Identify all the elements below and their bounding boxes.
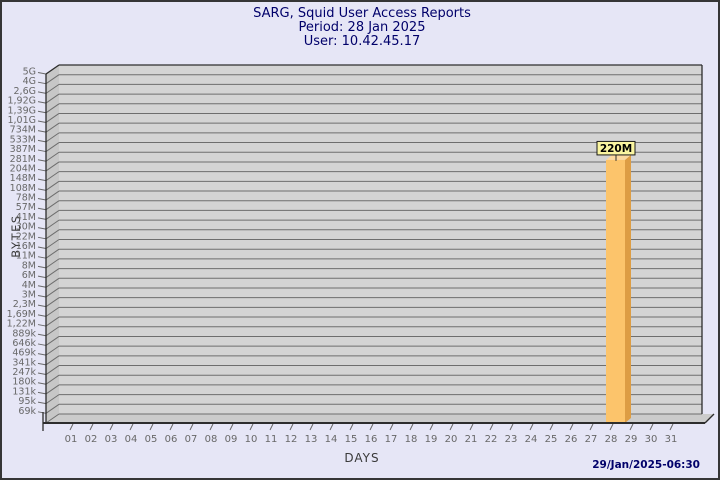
x-tick-label: 15 (345, 434, 358, 445)
y-tick-label: 2,6G (14, 86, 36, 97)
plot-frame-edges (42, 64, 715, 431)
y-tick-label: 3M (22, 289, 36, 300)
report-user: User: 10.42.45.17 (303, 34, 421, 49)
y-tick-label: 469k (12, 348, 36, 359)
y-tick-label: 8M (22, 260, 36, 271)
x-tick-label: 14 (325, 434, 338, 445)
y-tick-label: 646k (12, 338, 36, 349)
y-tick-label: 30M (16, 222, 36, 233)
y-tick-label: 41M (16, 212, 36, 223)
y-tick-label: 180k (12, 377, 36, 388)
y-tick-label: 78M (16, 193, 36, 204)
y-tick-label: 5G (23, 67, 36, 78)
y-tick-label: 1,69M (7, 309, 36, 320)
y-tick-label: 387M (10, 144, 36, 155)
x-tick-label: 05 (145, 434, 158, 445)
bar-value-label: 220M (600, 143, 632, 155)
y-tick-label: 16M (16, 241, 36, 252)
y-axis-ticks: 5G4G2,6G1,92G1,39G1,01G734M533M387M281M2… (7, 67, 47, 417)
x-axis-ticks: 01 02 03 04 05 06 07 08 09 10 11 12 13 14 15 16 17 18 19 20… (65, 423, 678, 445)
y-tick-label: 734M (10, 125, 36, 136)
x-tick-label: 25 (545, 434, 558, 445)
gridlines (45, 64, 702, 424)
x-tick-label: 03 (105, 434, 118, 445)
y-tick-label: 281M (10, 154, 36, 165)
y-tick-label: 95k (18, 396, 36, 407)
x-tick-label: 07 (185, 434, 198, 445)
y-tick-label: 1,39G (7, 105, 36, 116)
y-tick-label: 6M (22, 270, 36, 281)
report-title: SARG, Squid User Access Reports (253, 6, 471, 21)
y-tick-label: 4G (23, 76, 36, 87)
y-tick-label: 69k (18, 406, 36, 417)
x-tick-label: 21 (465, 434, 478, 445)
x-tick-label: 18 (405, 434, 418, 445)
x-tick-label: 13 (305, 434, 318, 445)
x-tick-label: 08 (205, 434, 218, 445)
y-tick-label: 247k (12, 367, 36, 378)
x-tick-label: 30 (645, 434, 658, 445)
y-tick-label: 1,01G (7, 115, 36, 126)
x-tick-label: 20 (445, 434, 458, 445)
x-tick-label: 19 (425, 434, 438, 445)
bar-day-28: 220M (596, 140, 636, 424)
generation-timestamp: 29/Jan/2025-06:30 (592, 459, 700, 471)
x-tick-label: 11 (265, 434, 278, 445)
x-tick-label: 31 (665, 434, 678, 445)
y-tick-label: 108M (10, 183, 36, 194)
x-tick-label: 27 (585, 434, 598, 445)
y-tick-label: 204M (10, 163, 36, 174)
x-tick-label: 09 (225, 434, 238, 445)
plot-floor (46, 414, 714, 423)
y-tick-label: 148M (10, 173, 36, 184)
x-tick-label: 22 (485, 434, 498, 445)
y-tick-label: 57M (16, 202, 36, 213)
x-tick-label: 16 (365, 434, 378, 445)
x-tick-label: 24 (525, 434, 538, 445)
x-tick-label: 17 (385, 434, 398, 445)
y-tick-label: 889k (12, 328, 36, 339)
y-tick-label: 2,3M (13, 299, 36, 310)
chart-header: SARG, Squid User Access Reports Period: … (2, 6, 718, 49)
report-period: Period: 28 Jan 2025 (298, 20, 426, 35)
x-tick-label: 23 (505, 434, 518, 445)
x-tick-label: 04 (125, 434, 138, 445)
x-axis-title: DAYS (344, 451, 380, 465)
y-tick-label: 22M (16, 231, 36, 242)
y-tick-label: 11M (16, 251, 36, 262)
x-tick-label: 02 (85, 434, 98, 445)
x-tick-label: 28 (605, 434, 618, 445)
x-tick-label: 10 (245, 434, 258, 445)
y-tick-label: 131k (12, 386, 36, 397)
x-tick-label: 06 (165, 434, 178, 445)
x-tick-label: 01 (65, 434, 78, 445)
y-tick-label: 533M (10, 134, 36, 145)
y-tick-label: 1,22M (7, 319, 36, 330)
bar-value-label-box (596, 140, 636, 156)
x-tick-label: 26 (565, 434, 578, 445)
x-tick-label: 12 (285, 434, 298, 445)
y-tick-label: 341k (12, 357, 36, 368)
y-tick-label: 4M (22, 280, 36, 291)
x-tick-label: 29 (625, 434, 638, 445)
y-tick-label: 1,92G (7, 96, 36, 107)
